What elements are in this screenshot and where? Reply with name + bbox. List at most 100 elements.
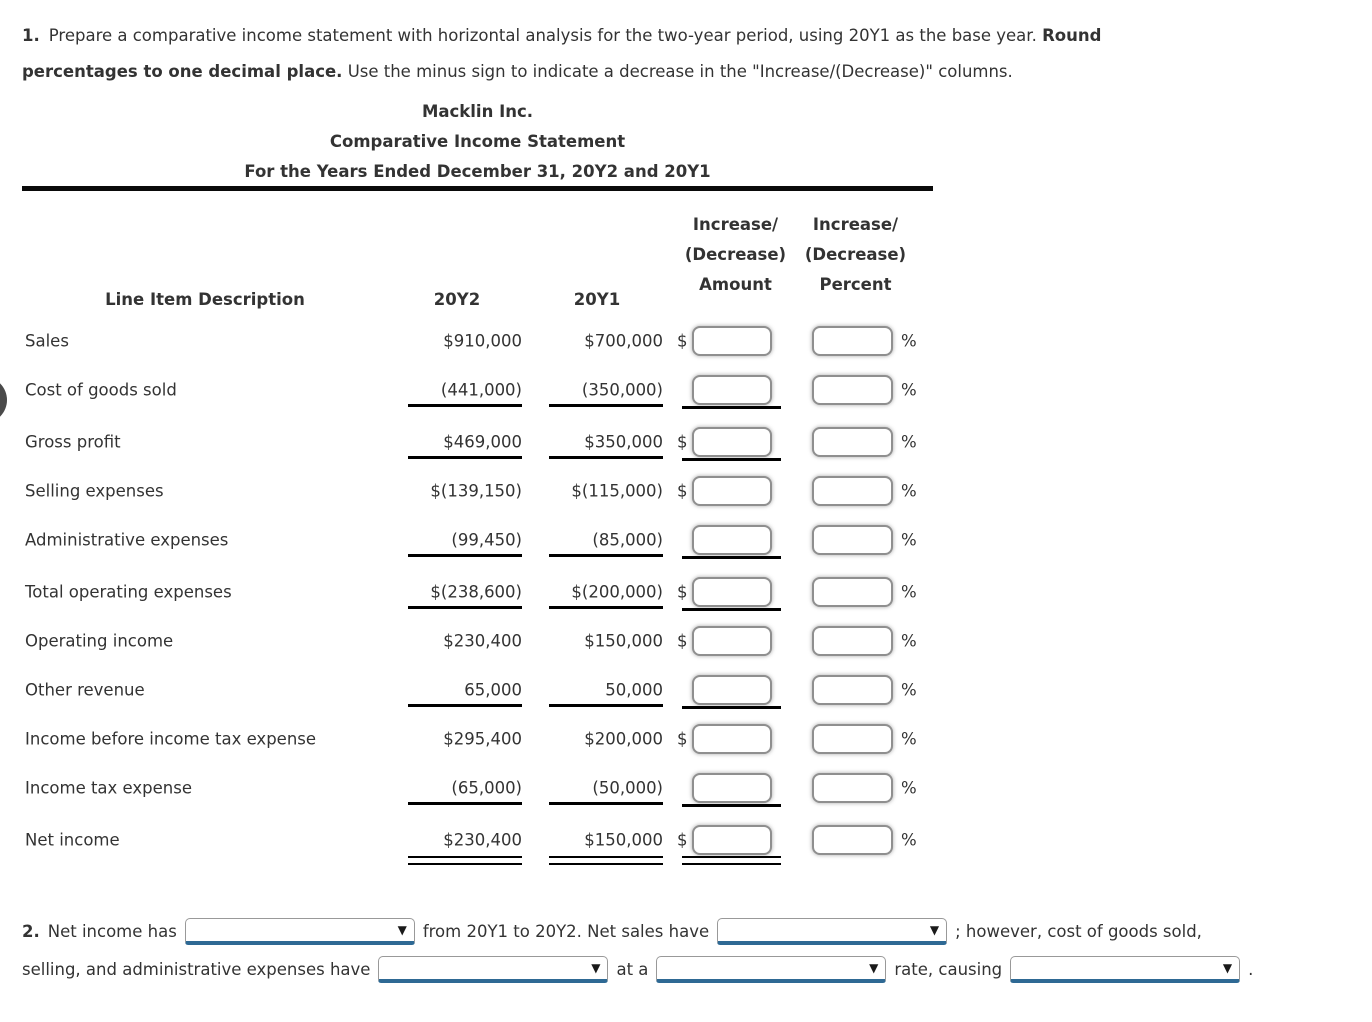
expenses-change-select[interactable] (378, 955, 609, 983)
percent-suffix: % (901, 582, 917, 601)
single-underline (408, 802, 522, 805)
percent-suffix: % (901, 830, 917, 850)
amount-input-income-tax-expense[interactable] (692, 772, 772, 803)
question-number: 2. (22, 921, 40, 941)
table-row-other-revenue: Other revenue 65,000 50,000 % (0, 665, 960, 714)
amount-input-income-before-income-tax-expense[interactable] (692, 723, 772, 754)
single-underline (682, 556, 781, 559)
y1-value: 50,000 (605, 680, 663, 699)
rate-dropdown: ▼ (656, 955, 887, 983)
percent-input-cost-of-goods-sold[interactable] (812, 374, 893, 405)
amount-input-administrative-expenses[interactable] (692, 524, 772, 555)
percent-suffix: % (901, 481, 917, 500)
y2-value: $230,400 (443, 830, 522, 850)
question-2-line-2: selling, and administrative expenses hav… (22, 950, 1367, 988)
single-underline (549, 802, 663, 805)
single-underline (408, 456, 522, 459)
statement-name: Comparative Income Statement (329, 132, 626, 151)
percent-suffix: % (901, 631, 917, 650)
amount-input-cost-of-goods-sold[interactable] (692, 374, 772, 405)
amount-input-operating-income[interactable] (692, 625, 772, 656)
header-20y2: 20Y2 (433, 290, 481, 309)
table-row-income-before-income-tax-expense: Income before income tax expense $295,40… (0, 714, 960, 763)
double-underline (408, 856, 522, 865)
y2-value: $(139,150) (430, 481, 522, 500)
row-label: Gross profit (25, 432, 121, 451)
double-underline (549, 856, 663, 865)
table-row-net-income: Net income $230,400 $150,000 $ % (0, 814, 960, 866)
row-label: Net income (25, 830, 120, 850)
percent-suffix: % (901, 729, 917, 748)
table-row-administrative-expenses: Administrative expenses (99,450) (85,000… (0, 515, 960, 564)
percent-input-other-revenue[interactable] (812, 674, 893, 705)
percent-suffix: % (901, 778, 917, 797)
y2-value: $230,400 (443, 631, 522, 650)
amount-input-other-revenue[interactable] (692, 674, 772, 705)
row-label: Total operating expenses (25, 582, 232, 601)
percent-input-gross-profit[interactable] (812, 426, 893, 457)
row-label: Income tax expense (25, 778, 193, 797)
y1-value: (50,000) (592, 778, 663, 797)
single-underline (682, 458, 781, 461)
y1-value: (85,000) (592, 530, 663, 549)
statement-period: For the Years Ended December 31, 20Y2 an… (244, 162, 711, 181)
percent-input-operating-income[interactable] (812, 625, 893, 656)
y2-value: $910,000 (443, 331, 522, 350)
question-text: selling, and administrative expenses hav… (22, 959, 371, 979)
y2-value: 65,000 (464, 680, 522, 699)
row-label: Operating income (25, 631, 174, 650)
percent-suffix: % (901, 432, 917, 451)
causing-select[interactable] (1010, 955, 1241, 983)
table-top-border (22, 186, 933, 191)
instruction-bold: Round (1042, 26, 1102, 45)
statement-title-block: Macklin Inc. Comparative Income Statemen… (22, 97, 933, 187)
header-decrease: (Decrease) (684, 245, 787, 264)
y1-value: (350,000) (581, 380, 663, 399)
dollar-prefix: $ (677, 481, 688, 500)
percent-input-sales[interactable] (812, 325, 893, 356)
amount-input-gross-profit[interactable] (692, 426, 772, 457)
net-income-change-dropdown: ▼ (184, 917, 415, 945)
dollar-prefix: $ (677, 631, 688, 650)
single-underline (549, 606, 663, 609)
expenses-change-dropdown: ▼ (378, 955, 609, 983)
amount-column-header: Increase/ (Decrease) Amount (663, 210, 808, 300)
causing-dropdown: ▼ (1010, 955, 1241, 983)
net-income-change-select[interactable] (184, 917, 415, 945)
single-underline (549, 554, 663, 557)
question-text: from 20Y1 to 20Y2. Net sales have (422, 921, 710, 941)
percent-input-total-operating-expenses[interactable] (812, 576, 893, 607)
question-text: Net income has (47, 921, 177, 941)
rate-select[interactable] (656, 955, 887, 983)
header-20y1: 20Y1 (573, 290, 621, 309)
net-sales-change-dropdown: ▼ (717, 917, 948, 945)
header-increase: Increase/ (812, 215, 899, 234)
single-underline (408, 606, 522, 609)
percent-input-income-before-income-tax-expense[interactable] (812, 723, 893, 754)
table-row-operating-income: Operating income $230,400 $150,000 $ % (0, 616, 960, 665)
amount-input-net-income[interactable] (692, 825, 772, 855)
instruction-line-2: percentages to one decimal place. Use th… (22, 54, 1358, 90)
y2-value: $469,000 (443, 432, 522, 451)
single-underline (408, 554, 522, 557)
y1-value: $350,000 (584, 432, 663, 451)
percent-input-selling-expenses[interactable] (812, 475, 893, 506)
instruction-bold: percentages to one decimal place. (22, 62, 343, 81)
y1-value: $700,000 (584, 331, 663, 350)
company-name: Macklin Inc. (421, 102, 534, 121)
percent-suffix: % (901, 680, 917, 699)
amount-input-selling-expenses[interactable] (692, 475, 772, 506)
header-amount: Amount (699, 275, 772, 294)
percent-input-administrative-expenses[interactable] (812, 524, 893, 555)
single-underline (682, 804, 781, 807)
percent-input-net-income[interactable] (812, 825, 893, 855)
net-sales-change-select[interactable] (717, 917, 948, 945)
question-2: 2. Net income has ▼ from 20Y1 to 20Y2. N… (22, 912, 1367, 988)
instruction-text: Use the minus sign to indicate a decreas… (347, 62, 1013, 81)
percent-suffix: % (901, 530, 917, 549)
table-row-total-operating-expenses: Total operating expenses $(238,600) $(20… (0, 567, 960, 616)
percent-input-income-tax-expense[interactable] (812, 772, 893, 803)
amount-input-total-operating-expenses[interactable] (692, 576, 772, 607)
amount-input-sales[interactable] (692, 325, 772, 356)
